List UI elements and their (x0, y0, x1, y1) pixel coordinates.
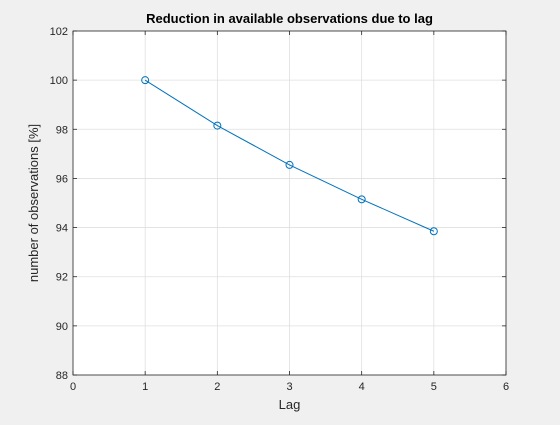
data-point-marker (213, 121, 222, 130)
y-tick-label: 96 (56, 173, 68, 185)
y-tick-label: 92 (56, 272, 68, 284)
x-tick-label: 1 (142, 381, 148, 393)
x-axis-label: Lag (279, 397, 301, 412)
y-tick-label: 94 (56, 223, 68, 235)
chart-title: Reduction in available observations due … (146, 11, 433, 26)
data-point-marker (285, 160, 294, 169)
y-tick-label: 90 (56, 321, 68, 333)
axis-ticks: 0 1 2 3 4 5 6 88 90 92 94 96 98 100 102 (50, 26, 509, 393)
x-tick-label: 0 (70, 381, 76, 393)
x-tick-label: 4 (359, 381, 365, 393)
y-tick-label: 100 (50, 75, 68, 87)
y-tick-label: 102 (50, 26, 68, 38)
data-point-marker (141, 76, 150, 85)
series-layer (141, 76, 438, 236)
x-tick-label: 5 (431, 381, 437, 393)
data-point-marker (357, 195, 366, 204)
y-tick-label: 98 (56, 124, 68, 136)
data-point-marker (429, 227, 438, 236)
series-line (144, 79, 435, 232)
x-tick-label: 3 (286, 381, 292, 393)
y-tick-label: 88 (56, 370, 68, 382)
y-axis-label: number of observations [%] (26, 124, 41, 282)
x-tick-label: 6 (503, 381, 509, 393)
x-tick-label: 2 (214, 381, 220, 393)
